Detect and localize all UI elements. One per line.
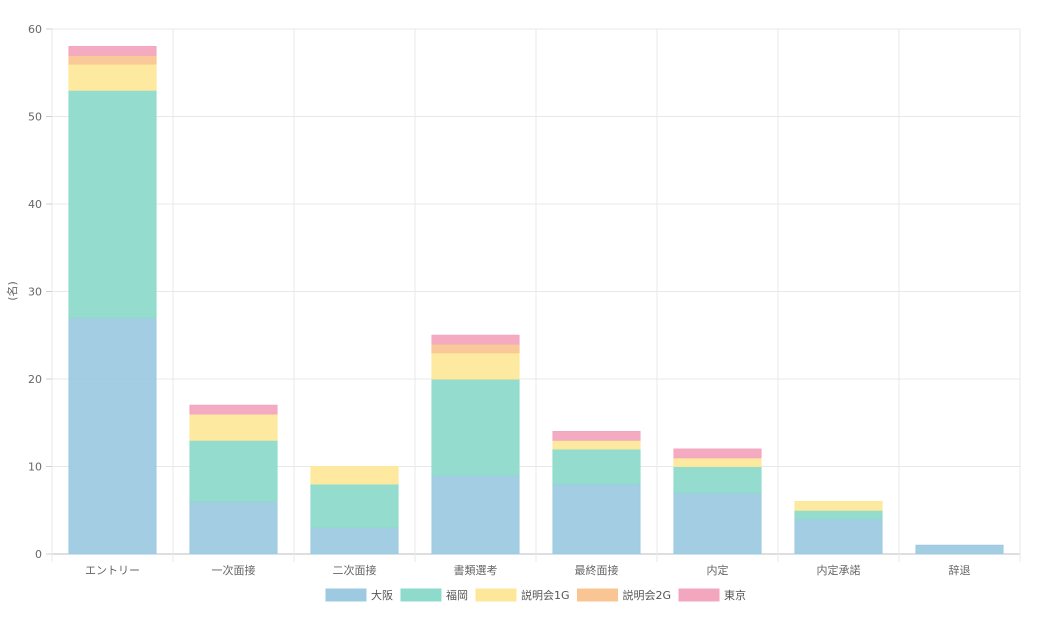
- legend: 大阪 福岡 説明会1G 説明会2G 東京: [325, 588, 746, 602]
- y-tick-label: 50: [28, 111, 42, 124]
- bar-segment: [189, 439, 278, 502]
- bar-segment: [189, 404, 278, 415]
- y-axis-title: (名): [5, 281, 19, 301]
- legend-swatch: [576, 588, 618, 602]
- bar-segment: [68, 89, 157, 319]
- legend-swatch: [678, 588, 720, 602]
- axes: 0 10 20 30 40 50 60 エントリー 一次面接 二次面接 書類選考 最終面接 内定 内定承諾…: [28, 23, 971, 577]
- legend-label: 大阪: [371, 588, 393, 602]
- bar-segment: [189, 413, 278, 441]
- bar-segment: [673, 448, 762, 459]
- bar-segment: [310, 483, 399, 529]
- grid-lines: [51, 28, 1021, 562]
- y-tick-label: 60: [28, 23, 42, 36]
- bar-segment: [68, 63, 157, 91]
- y-tick-label: 20: [28, 373, 42, 386]
- bars: [68, 46, 1004, 555]
- legend-swatch: [400, 588, 442, 602]
- bar-segment: [310, 527, 399, 555]
- legend-label: 福岡: [446, 588, 468, 602]
- bar-segment: [673, 466, 762, 494]
- bar-segment: [915, 544, 1004, 555]
- bar-segment: [431, 352, 520, 380]
- bar-segment: [794, 518, 883, 555]
- x-tick-label: 辞退: [949, 563, 971, 577]
- legend-swatch: [475, 588, 517, 602]
- y-tick-label: 40: [28, 198, 42, 211]
- x-tick-label: 二次面接: [333, 563, 377, 577]
- bar-segment: [794, 509, 883, 520]
- bar-segment: [552, 431, 641, 441]
- bar-segment: [673, 457, 762, 467]
- bar-segment: [552, 483, 641, 555]
- bar-segment: [552, 448, 641, 485]
- bar-segment: [68, 54, 157, 65]
- x-tick-label: 内定承諾: [817, 563, 861, 577]
- x-tick-label: 書類選考: [454, 563, 498, 577]
- bar-segment: [68, 317, 157, 555]
- bar-segment: [68, 46, 157, 56]
- legend-swatch: [325, 588, 367, 602]
- bar-segment: [552, 439, 641, 450]
- bar-segment: [431, 343, 520, 354]
- bar-segment: [189, 501, 278, 555]
- bar-segment: [431, 378, 520, 476]
- legend-label: 説明会1G: [521, 588, 570, 602]
- legend-label: 説明会2G: [622, 588, 671, 602]
- bar-segment: [794, 501, 883, 511]
- bar-segment: [431, 334, 520, 345]
- y-tick-label: 30: [28, 286, 42, 299]
- x-tick-label: 一次面接: [212, 563, 256, 577]
- bar-segment: [310, 466, 399, 485]
- x-tick-label: 内定: [707, 563, 729, 577]
- y-tick-label: 0: [35, 548, 42, 561]
- bar-segment: [673, 492, 762, 555]
- legend-label: 東京: [724, 588, 746, 602]
- x-tick-label: エントリー: [85, 564, 140, 577]
- y-tick-label: 10: [28, 461, 42, 474]
- bar-segment: [431, 474, 520, 555]
- x-tick-label: 最終面接: [575, 563, 619, 577]
